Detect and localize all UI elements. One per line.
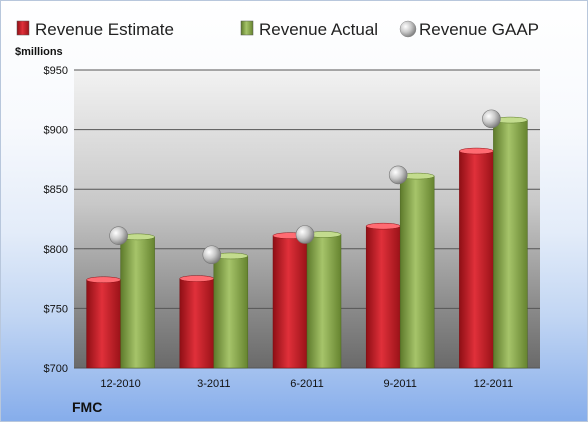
x-tick-label: 6-2011 <box>290 378 323 390</box>
bar-revenue-estimate <box>459 150 494 369</box>
bar-revenue-actual <box>399 175 435 369</box>
legend-label: Revenue Actual <box>259 20 378 39</box>
bar-revenue-estimate <box>365 225 401 369</box>
x-axis-ticks: 12-2010 3-2011 6-2011 9-2011 12-2011 <box>100 378 513 390</box>
marker-revenue-gaap <box>202 245 222 265</box>
bar-top-revenue-estimate <box>365 222 401 230</box>
bar-revenue-actual <box>493 119 528 369</box>
x-tick-label: 12-2011 <box>474 378 514 390</box>
legend-label: Revenue Estimate <box>35 20 174 39</box>
legend: Revenue Estimate Revenue Actual Revenue GA… <box>16 20 539 39</box>
y-tick-label: $800 <box>44 244 68 256</box>
bar-revenue-actual <box>120 236 155 369</box>
marker-revenue-gaap <box>109 226 128 245</box>
bars <box>86 116 528 369</box>
y-axis-ticks: $700 $750 $800 $850 $900 $950 <box>44 65 68 375</box>
bar-top-revenue-estimate <box>459 147 494 155</box>
x-tick-label: 3-2011 <box>197 378 230 390</box>
legend-label: Revenue GAAP <box>419 20 539 39</box>
y-tick-label: $900 <box>44 125 68 137</box>
marker-revenue-gaap <box>295 225 315 244</box>
y-tick-label: $700 <box>44 363 68 375</box>
bar-revenue-estimate <box>86 279 121 369</box>
marker-revenue-gaap <box>388 165 408 185</box>
legend-swatch <box>399 20 417 38</box>
y-tick-label: $850 <box>44 184 68 196</box>
marker-revenue-gaap <box>482 109 501 129</box>
y-tick-label: $950 <box>44 65 68 77</box>
y-axis-label: $millions <box>15 46 63 58</box>
bar-revenue-estimate <box>179 278 215 369</box>
bar-top-revenue-estimate <box>86 276 121 284</box>
bar-top-revenue-estimate <box>179 275 215 282</box>
gaap-markers <box>109 109 501 265</box>
bar-revenue-actual <box>306 234 342 369</box>
x-tick-label: 9-2011 <box>383 378 416 390</box>
bar-revenue-estimate <box>272 235 308 369</box>
legend-swatch <box>16 20 30 36</box>
x-tick-label: 12-2010 <box>100 378 140 390</box>
brand-label: FMC <box>72 399 102 415</box>
legend-swatch <box>240 20 254 36</box>
bar-revenue-actual <box>213 255 249 369</box>
y-tick-label: $750 <box>44 303 68 315</box>
